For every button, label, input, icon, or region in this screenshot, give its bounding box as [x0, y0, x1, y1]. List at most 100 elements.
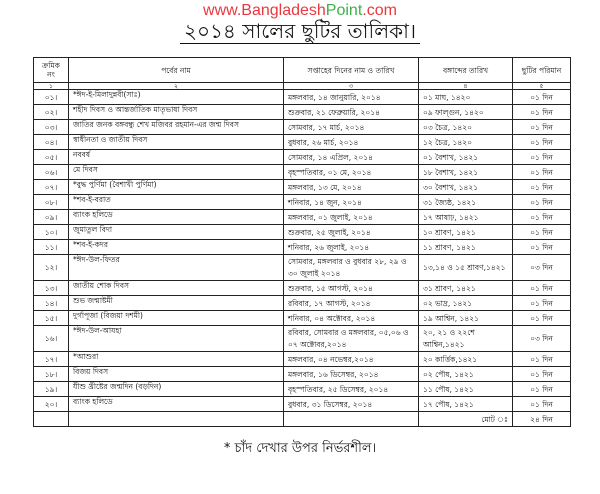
- days-cell: ০১ দিন: [512, 134, 571, 150]
- days-cell: ০১ দিন: [512, 179, 571, 195]
- total-value: ২৪ দিন: [512, 411, 571, 427]
- festival-name-cell: *আশুরা: [68, 351, 284, 367]
- date-cell: সোমবার, ১৭ মার্চ, ২০১৪: [283, 119, 419, 135]
- days-cell: ০১ দিন: [512, 119, 571, 135]
- date-cell: বৃহস্পতিবার, ০১ মে, ২০১৪: [283, 164, 419, 180]
- festival-name-cell: *শব-ই-কদর: [68, 239, 284, 255]
- date-cell: মঙ্গলবার, ১৬ ডিসেম্বর, ২০১৪: [283, 366, 419, 382]
- table-row: ১৫। দুর্গাপূজা (বিজয়া দশমী) শনিবার, ০৪ অক…: [33, 310, 571, 326]
- days-cell: ০১ দিন: [512, 149, 571, 165]
- table-row: ১৭। *আশুরা মঙ্গলবার, ০৪ নভেম্বর,২০১৪ ২০ কার…: [33, 351, 571, 367]
- festival-name-cell: যীশু খ্রীষ্টের জন্মদিন (বড়দিন): [68, 381, 284, 397]
- date-cell: বুধবার, ২৬ মার্চ, ২০১৪: [283, 134, 419, 150]
- festival-name-cell: *ঈদ-উল-ফিতর: [68, 254, 284, 281]
- days-cell: ০১ দিন: [512, 381, 571, 397]
- title-text: ২০১৪ সালের ছুটির তালিকা।: [179, 19, 421, 44]
- days-cell: ০৩ দিন: [512, 325, 571, 352]
- serial-cell: ০২।: [33, 104, 69, 120]
- bangla-date-cell: ৩০ বৈশাখ, ১৪২১: [418, 179, 513, 195]
- empty-cell: [33, 411, 69, 427]
- table-row: ০৫। নববর্ষ সোমবার, ১৪ এপ্রিল, ২০১৪ ০১ বৈশাখ…: [33, 149, 571, 165]
- table-row: ১১। *শব-ই-কদর শনিবার, ২৬ জুলাই, ২০১৪ ১১ শ্র…: [33, 239, 571, 255]
- date-cell: মঙ্গলবার, ০৪ নভেম্বর,২০১৪: [283, 351, 419, 367]
- column-number: ৩: [283, 82, 419, 90]
- days-cell: ০১ দিন: [512, 295, 571, 311]
- footnote: * চাঁদ দেখার উপর নির্ভরশীল।: [223, 441, 377, 456]
- bangla-date-cell: ০২ ভাদ্র, ১৪২১: [418, 295, 513, 311]
- table-row: ০৩। জাতির জনক বঙ্গবন্ধু শেখ মজিবর রহমান-এ…: [33, 119, 571, 135]
- bangla-date-cell: ০২ পৌষ, ১৪২১: [418, 366, 513, 382]
- column-number: ৫: [512, 82, 571, 90]
- days-cell: ০১ দিন: [512, 194, 571, 210]
- header-days: ছুটির পরিমান: [512, 57, 571, 83]
- date-cell: মঙ্গলবার, ১৪ জানুয়ারি, ২০১৪: [283, 89, 419, 105]
- festival-name-cell: *শব-ই-বরাত: [68, 194, 284, 210]
- total-row: মোট ঃ ২৪ দিন: [33, 411, 571, 427]
- serial-cell: ১৪।: [33, 295, 69, 311]
- serial-cell: ১৮।: [33, 366, 69, 382]
- festival-name-cell: *বুদ্ধ পুর্ণিমা (বৈশাখী পুর্ণিমা): [68, 179, 284, 195]
- festival-name-cell: শুভ জন্মাষ্টমী: [68, 295, 284, 311]
- table-row: ০৮। *শব-ই-বরাত শনিবার, ১৪ জুন, ২০১৪ ৩১ জ্যৈ…: [33, 194, 571, 210]
- date-cell: বুধবার, ৩১ ডিসেম্বর, ২০১৪: [283, 396, 419, 412]
- table-row: ০৬। মে দিবস বৃহস্পতিবার, ০১ মে, ২০১৪ ১৮ বৈশ…: [33, 164, 571, 180]
- header-date: সপ্তাহের দিনের নাম ও তারিখ: [283, 57, 419, 83]
- table-row: ০৭। *বুদ্ধ পুর্ণিমা (বৈশাখী পুর্ণিমা) মঙ্গ…: [33, 179, 571, 195]
- date-cell: সোমবার, ১৪ এপ্রিল, ২০১৪: [283, 149, 419, 165]
- bangla-date-cell: ০১ মাঘ, ১৪২০: [418, 89, 513, 105]
- date-cell: সোমবার, মঙ্গলবার ও বুধবার ২৮, ২৯ ও ৩০ জু…: [283, 254, 419, 281]
- date-cell: শুক্রবার, ২৫ জুলাই, ২০১৪: [283, 224, 419, 240]
- date-cell: রবিবার, সোমবার ও মঙ্গলবার, ০৫,০৬ ও ০৭ অক…: [283, 325, 419, 352]
- serial-cell: ১১।: [33, 239, 69, 255]
- serial-cell: ০৬।: [33, 164, 69, 180]
- days-cell: ০১ দিন: [512, 310, 571, 326]
- bangla-date-cell: ১৭ পৌষ, ১৪২১: [418, 396, 513, 412]
- days-cell: ০১ দিন: [512, 351, 571, 367]
- site-name-part: .com: [362, 2, 397, 19]
- serial-cell: ২০।: [33, 396, 69, 412]
- table-row: ১৯। যীশু খ্রীষ্টের জন্মদিন (বড়দিন) বৃহস্প…: [33, 381, 571, 397]
- site-name-part: www.Bangladesh: [203, 2, 326, 19]
- festival-name-cell: জাতীয় শোক দিবস: [68, 280, 284, 296]
- table-row: ০৪। স্বাধীনতা ও জাতীয় দিবস বুধবার, ২৬ মার…: [33, 134, 571, 150]
- festival-name-cell: *ঈদ-উল-আযহা: [68, 325, 284, 352]
- header-bangla-date: বঙ্গাব্দের তারিখ: [418, 57, 513, 83]
- serial-cell: ১৭।: [33, 351, 69, 367]
- bangla-date-cell: ১০ শ্রাবণ, ১৪২১: [418, 224, 513, 240]
- table-row: ১৮। বিজয় দিবস মঙ্গলবার, ১৬ ডিসেম্বর, ২০১৪…: [33, 366, 571, 382]
- date-cell: মঙ্গলবার, ০১ জুলাই, ২০১৪: [283, 209, 419, 225]
- serial-cell: ০৫।: [33, 149, 69, 165]
- column-number: ২: [68, 82, 284, 90]
- bangla-date-cell: ০৩ চৈত্র, ১৪২০: [418, 119, 513, 135]
- date-cell: শনিবার, ০৪ অক্টোবর, ২০১৪: [283, 310, 419, 326]
- bangla-date-cell: ১৩,১৪ ও ১৫ শ্রাবণ,১৪২১: [418, 254, 513, 281]
- bangla-date-cell: ১২ চৈত্র, ১৪২০: [418, 134, 513, 150]
- bangla-date-cell: ১১ পৌষ, ১৪২১: [418, 381, 513, 397]
- site-name-part: Point: [325, 2, 363, 19]
- days-cell: ০৩ দিন: [512, 254, 571, 281]
- table-row: ১০। জুমাতুল বিদা শুক্রবার, ২৫ জুলাই, ২০১৪ ১…: [33, 224, 571, 240]
- festival-name-cell: মে দিবস: [68, 164, 284, 180]
- days-cell: ০১ দিন: [512, 280, 571, 296]
- page-title: ২০১৪ সালের ছুটির তালিকা।: [0, 18, 600, 44]
- empty-cell: [283, 411, 419, 427]
- days-cell: ০১ দিন: [512, 366, 571, 382]
- festival-name-cell: বিজয় দিবস: [68, 366, 284, 382]
- serial-cell: ০৩।: [33, 119, 69, 135]
- festival-name-cell: স্বাধীনতা ও জাতীয় দিবস: [68, 134, 284, 150]
- table-row: ০৯। ব্যাংক হলিডে মঙ্গলবার, ০১ জুলাই, ২০১৪ ১…: [33, 209, 571, 225]
- festival-name-cell: দুর্গাপূজা (বিজয়া দশমী): [68, 310, 284, 326]
- days-cell: ০১ দিন: [512, 396, 571, 412]
- table-row: ১৬। *ঈদ-উল-আযহা রবিবার, সোমবার ও মঙ্গলবার,…: [33, 325, 571, 352]
- bangla-date-cell: ১৭ আষাঢ়, ১৪২১: [418, 209, 513, 225]
- days-cell: ০১ দিন: [512, 239, 571, 255]
- festival-name-cell: ব্যাংক হলিডে: [68, 209, 284, 225]
- bangla-date-cell: ১৮ বৈশাখ, ১৪২১: [418, 164, 513, 180]
- serial-cell: ০১।: [33, 89, 69, 105]
- bangla-date-cell: ৩১ জ্যৈষ্ঠ, ১৪২১: [418, 194, 513, 210]
- serial-cell: ০৯।: [33, 209, 69, 225]
- table-row: ২০। ব্যাংক হলিডে বুধবার, ৩১ ডিসেম্বর, ২০১৪…: [33, 396, 571, 412]
- serial-cell: ১৫।: [33, 310, 69, 326]
- festival-name-cell: জাতির জনক বঙ্গবন্ধু শেখ মজিবর রহমান-এর জ…: [68, 119, 284, 135]
- serial-cell: ১৯।: [33, 381, 69, 397]
